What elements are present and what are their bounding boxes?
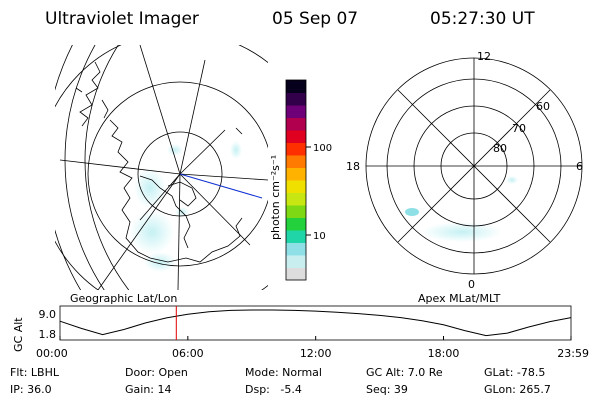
timeline-xtick-label: 23:59	[557, 347, 589, 360]
geo-coastline	[167, 181, 197, 207]
geo-lat-circle	[84, 45, 130, 290]
geo-coastline	[79, 61, 101, 127]
colorbar-cell	[286, 205, 306, 218]
mlt-label-12: 12	[477, 50, 491, 63]
status-seq: Seq: 39	[366, 383, 408, 396]
status-dsp: Dsp: -5.4	[245, 383, 302, 396]
geo-meridian	[179, 173, 268, 181]
colorbar-cell	[286, 255, 306, 268]
geo-magnetic-meridian	[179, 173, 263, 199]
mlt-label-6: 6	[576, 160, 583, 173]
status-filter: Flt: LBHL	[10, 366, 60, 379]
status-gc-alt: GC Alt: 7.0 Re	[366, 366, 443, 379]
timeline-ytick-high: 9.0	[39, 308, 57, 321]
time-label: 05:27:30 UT	[430, 9, 535, 29]
colorbar-cell	[286, 192, 306, 206]
colorbar: 100 10 photon cm⁻²s⁻¹	[269, 79, 332, 281]
mlat-label-80: 80	[493, 142, 507, 155]
colorbar-cell	[286, 117, 306, 131]
colorbar-cell	[286, 80, 306, 93]
status-gain: Gain: 14	[125, 383, 172, 396]
status-mode: Mode: Normal	[245, 366, 322, 379]
timeline-xtick-label: 06:00	[172, 347, 204, 360]
date-label: 05 Sep 07	[272, 9, 358, 29]
mlat-label-60: 60	[536, 100, 550, 113]
status-glon: GLon: 265.7	[484, 383, 551, 396]
colorbar-cell	[286, 155, 306, 168]
geo-meridian	[139, 45, 181, 175]
geo-coastline	[109, 119, 243, 263]
instrument-title: Ultraviolet Imager	[45, 9, 199, 29]
geo-panel-label: Geographic Lat/Lon	[70, 292, 177, 305]
geo-meridian	[179, 173, 251, 246]
colorbar-cell	[286, 130, 306, 143]
altitude-series-line	[59, 309, 572, 337]
colorbar-cell	[286, 105, 306, 118]
geo-lat-circle	[87, 81, 268, 267]
colorbar-cell	[286, 242, 306, 256]
geo-meridian	[139, 173, 181, 221]
colorbar-cell	[286, 180, 306, 193]
colorbar-cell	[286, 230, 306, 243]
timeline-xtick-label: 00:00	[36, 347, 68, 360]
mlat-label-70: 70	[512, 122, 526, 135]
colorbar-cell	[286, 92, 306, 106]
colorbar-cell	[286, 167, 306, 181]
geo-coastline	[139, 175, 191, 249]
apex-mlt-line	[397, 89, 551, 243]
geo-coastline	[101, 99, 109, 119]
mlt-label-0: 0	[468, 278, 475, 291]
timeline-ylabel: GC Alt	[12, 317, 25, 352]
timeline-ytick-low: 1.8	[39, 328, 57, 341]
altitude-timeline: GC Alt 9.0 1.8 00:00 06:00 12:00 18:00 23:59	[12, 305, 589, 360]
geo-aurora-emission	[130, 141, 242, 272]
timeline-xtick-label: 18:00	[428, 347, 460, 360]
geo-meridian	[179, 129, 226, 175]
geo-meridian	[179, 59, 206, 175]
colorbar-cell	[286, 142, 306, 156]
mlt-label-18: 18	[346, 160, 360, 173]
geo-coastline	[235, 127, 243, 135]
apex-polar-plot: 12 18 6 0 60 70 80 Apex MLat/MLT	[346, 50, 583, 305]
geo-meridian	[97, 173, 181, 290]
geo-meridian	[177, 173, 181, 290]
geo-coastline	[75, 87, 83, 93]
geo-meridian	[59, 159, 181, 175]
status-ip: IP: 36.0	[10, 383, 52, 396]
geo-lat-circle	[137, 131, 223, 217]
colorbar-cell	[286, 217, 306, 231]
colorbar-tick-label-10: 10	[313, 231, 326, 242]
status-footer: Flt: LBHL Door: Open Mode: Normal GC Alt…	[10, 366, 551, 396]
status-door: Door: Open	[125, 366, 188, 379]
colorbar-tick-label-100: 100	[313, 143, 332, 154]
apex-aurora-emission	[422, 222, 502, 242]
colorbar-unit-label: photon cm⁻²s⁻¹	[269, 155, 282, 240]
geographic-map: Geographic Lat/Lon	[55, 45, 268, 305]
apex-panel-label: Apex MLat/MLT	[418, 292, 501, 305]
apex-aurora-emission	[506, 176, 518, 184]
apex-aurora-emission	[405, 208, 419, 216]
geo-lat-circle	[64, 45, 105, 290]
timeline-xtick-label: 12:00	[300, 347, 332, 360]
colorbar-cell	[286, 267, 306, 281]
status-glat: GLat: -78.5	[484, 366, 545, 379]
